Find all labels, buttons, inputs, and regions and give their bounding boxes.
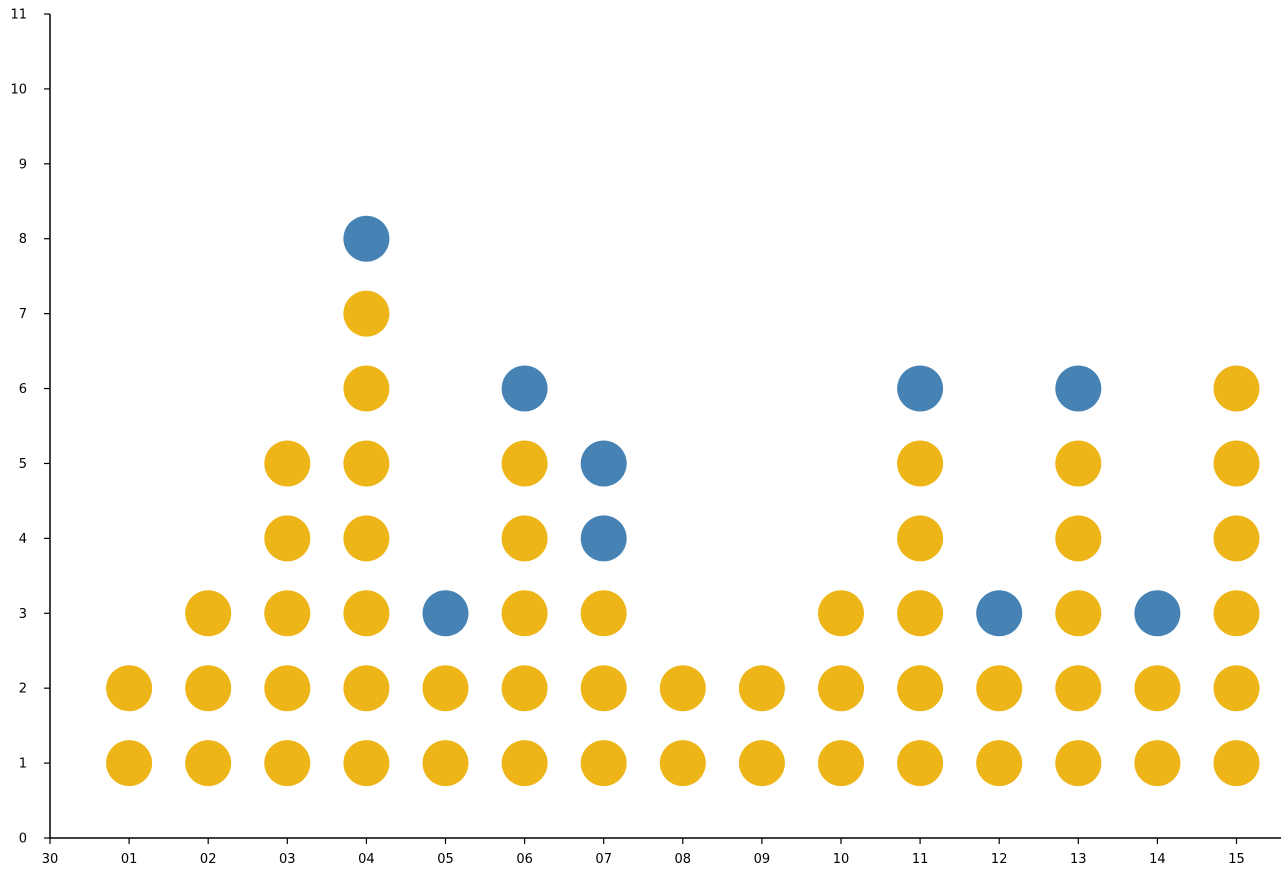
- dot-10-2: [818, 665, 864, 712]
- x-tick-label-05: 05: [437, 852, 454, 867]
- dot-13-5: [1055, 440, 1102, 487]
- dot-14-3: [1134, 590, 1181, 637]
- dot-02-2: [185, 665, 232, 712]
- y-tick-label-9: 9: [19, 157, 27, 172]
- dot-04-6: [343, 365, 390, 412]
- dot-07-4: [580, 515, 627, 562]
- y-tick-label-4: 4: [19, 532, 27, 547]
- x-tick-label-08: 08: [675, 852, 692, 867]
- dot-14-1: [1134, 740, 1181, 787]
- dot-04-1: [343, 740, 390, 787]
- dot-11-5: [897, 440, 944, 487]
- dot-15-6: [1213, 365, 1260, 412]
- dot-03-4: [264, 515, 311, 562]
- dot-04-5: [343, 440, 390, 487]
- dot-08-2: [659, 665, 706, 712]
- x-tick-label-10: 10: [833, 852, 850, 867]
- x-tick-label-12: 12: [991, 852, 1008, 867]
- dot-11-2: [897, 665, 944, 712]
- dot-01-1: [106, 740, 153, 787]
- dot-05-1: [422, 740, 469, 787]
- dot-06-3: [501, 590, 548, 637]
- dot-07-5: [580, 440, 627, 487]
- dot-07-2: [580, 665, 627, 712]
- dot-14-2: [1134, 665, 1181, 712]
- y-tick-label-6: 6: [19, 382, 27, 397]
- dot-11-6: [897, 365, 944, 412]
- dot-04-2: [343, 665, 390, 712]
- dot-15-2: [1213, 665, 1260, 712]
- y-tick-label-2: 2: [19, 682, 27, 697]
- dot-11-1: [897, 740, 944, 787]
- dot-12-1: [976, 740, 1023, 787]
- dot-12-3: [976, 590, 1023, 637]
- dot-02-1: [185, 740, 232, 787]
- dot-08-1: [659, 740, 706, 787]
- x-tick-label-14: 14: [1149, 852, 1166, 867]
- dot-04-3: [343, 590, 390, 637]
- dot-01-2: [106, 665, 153, 712]
- dot-06-4: [501, 515, 548, 562]
- y-tick-label-7: 7: [19, 307, 27, 322]
- dot-05-3: [422, 590, 469, 637]
- dot-15-4: [1213, 515, 1260, 562]
- dot-02-3: [185, 590, 232, 637]
- dot-13-3: [1055, 590, 1102, 637]
- y-tick-label-3: 3: [19, 607, 27, 622]
- dot-09-1: [738, 740, 785, 787]
- y-tick-label-1: 1: [19, 757, 27, 772]
- dot-marks: [106, 215, 1260, 787]
- dot-12-2: [976, 665, 1023, 712]
- dot-07-3: [580, 590, 627, 637]
- x-tick-label-13: 13: [1070, 852, 1087, 867]
- y-tick-label-11: 11: [10, 8, 27, 23]
- x-tick-label-03: 03: [279, 852, 296, 867]
- y-axis: 0 1 2 3 4 5 6 7 8 9 10 11: [10, 8, 51, 847]
- x-tick-label-11: 11: [912, 852, 929, 867]
- dot-03-2: [264, 665, 311, 712]
- y-tick-label-0: 0: [19, 832, 27, 847]
- dot-06-5: [501, 440, 548, 487]
- dot-04-4: [343, 515, 390, 562]
- dot-13-1: [1055, 740, 1102, 787]
- dot-13-2: [1055, 665, 1102, 712]
- dot-05-2: [422, 665, 469, 712]
- y-tick-label-8: 8: [19, 232, 27, 247]
- dot-06-1: [501, 740, 548, 787]
- dot-11-3: [897, 590, 944, 637]
- x-tick-label-06: 06: [516, 852, 533, 867]
- x-axis: 30 01 02 03 04 05 06 07 08 09 10 11 12 13 14 15: [42, 837, 1281, 867]
- dot-15-3: [1213, 590, 1260, 637]
- dot-03-3: [264, 590, 311, 637]
- dot-10-3: [818, 590, 864, 637]
- x-tick-label-30: 30: [42, 852, 59, 867]
- x-tick-label-15: 15: [1228, 852, 1245, 867]
- dot-10-1: [818, 740, 864, 787]
- dot-09-2: [738, 665, 785, 712]
- dot-13-6: [1055, 365, 1102, 412]
- dot-15-5: [1213, 440, 1260, 487]
- y-tick-label-5: 5: [19, 457, 27, 472]
- x-tick-label-09: 09: [754, 852, 771, 867]
- dot-15-1: [1213, 740, 1260, 787]
- dot-13-4: [1055, 515, 1102, 562]
- dot-07-1: [580, 740, 627, 787]
- dot-06-6: [501, 365, 548, 412]
- dot-04-8: [343, 215, 390, 262]
- dot-11-4: [897, 515, 944, 562]
- dot-04-7: [343, 290, 390, 337]
- dot-03-1: [264, 740, 311, 787]
- y-tick-label-10: 10: [10, 82, 27, 97]
- x-tick-label-04: 04: [358, 852, 375, 867]
- x-tick-label-01: 01: [121, 852, 138, 867]
- x-tick-label-07: 07: [595, 852, 612, 867]
- dot-03-5: [264, 440, 311, 487]
- x-tick-label-02: 02: [200, 852, 217, 867]
- dot-06-2: [501, 665, 548, 712]
